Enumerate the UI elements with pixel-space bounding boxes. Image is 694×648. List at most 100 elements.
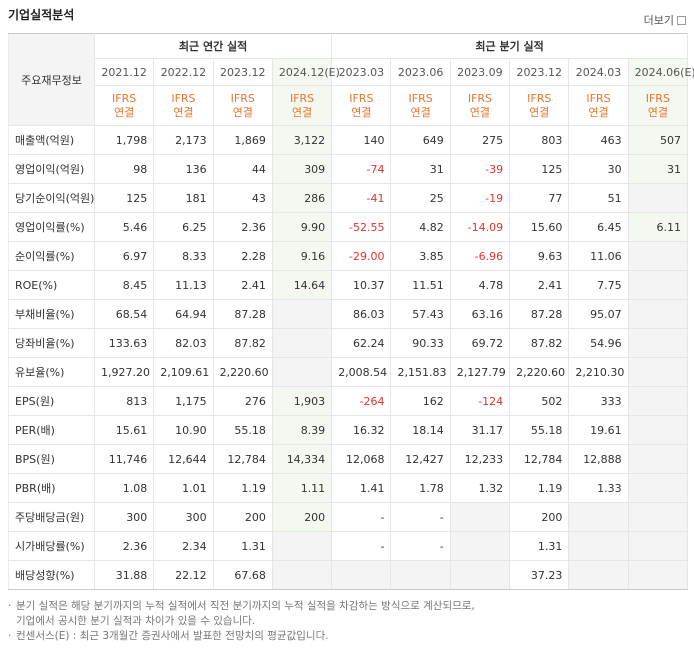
header-row: 주요재무정보 최근 연간 실적 최근 분기 실적 bbox=[8, 33, 688, 126]
value-cell: 67.68 bbox=[212, 560, 273, 590]
scope: 연결 bbox=[588, 105, 609, 119]
scope: 연결 bbox=[291, 105, 313, 119]
empty-cell bbox=[449, 531, 511, 561]
value-cell: 1.31 bbox=[509, 531, 570, 561]
value-cell: 2,210.30 bbox=[568, 357, 629, 387]
value-cell: -19 bbox=[449, 183, 511, 213]
value-cell: 463 bbox=[568, 125, 629, 155]
value-cell: 1,903 bbox=[271, 386, 333, 416]
value-cell: 31.88 bbox=[93, 560, 155, 590]
empty-cell bbox=[331, 560, 392, 590]
empty-cell bbox=[449, 502, 511, 532]
value-cell: 3.85 bbox=[390, 241, 451, 271]
value-cell: 6.11 bbox=[627, 212, 689, 242]
value-cell: 803 bbox=[509, 125, 570, 155]
header-row: IFRS 연결 IFRS 연결 IFRS 연결 IFRS 연결 IFRS 연결 IFRS 연결 IFRS… bbox=[9, 85, 689, 126]
value-cell: 98 bbox=[93, 154, 155, 184]
value-cell: 19.61 bbox=[568, 415, 629, 445]
empty-cell bbox=[627, 299, 689, 329]
value-cell: 181 bbox=[153, 183, 214, 213]
value-cell: 2.28 bbox=[212, 241, 273, 271]
data-row: EPS(원) 813 1,175 276 1,903 -264 162 -124 502 333 bbox=[8, 386, 689, 416]
note: 분기 실적은 해당 분기까지의 누적 실적에서 직전 분기까지의 누적 실적을 … bbox=[8, 599, 688, 629]
value-cell: 2,151.83 bbox=[390, 357, 451, 387]
scope: 연결 bbox=[410, 105, 431, 119]
value-cell: 1.78 bbox=[390, 473, 451, 503]
standard-header: IFRS 연결 bbox=[271, 85, 333, 126]
note-line: 분기 실적은 해당 분기까지의 누적 실적에서 직전 분기까지의 누적 실적을 … bbox=[16, 600, 475, 612]
value-cell: 14,334 bbox=[271, 444, 333, 474]
value-cell: 37.23 bbox=[509, 560, 570, 590]
value-cell: -124 bbox=[449, 386, 511, 416]
value-cell: 90.33 bbox=[390, 328, 451, 358]
value-cell: 136 bbox=[153, 154, 214, 184]
empty-cell bbox=[271, 560, 333, 590]
value-cell: 10.37 bbox=[331, 270, 392, 300]
data-row: 당기순이익(억원) 125 181 43 286 -41 25 -19 77 51 bbox=[8, 183, 689, 213]
value-cell: 95.07 bbox=[568, 299, 629, 329]
value-cell: 1.31 bbox=[212, 531, 273, 561]
value-cell: 31 bbox=[627, 154, 689, 184]
data-row: PER(배) 15.61 10.90 55.18 8.39 16.32 18.14 31.17… bbox=[8, 415, 689, 445]
empty-cell bbox=[271, 299, 333, 329]
empty-cell bbox=[627, 560, 689, 590]
value-cell: 6.45 bbox=[568, 212, 629, 242]
row-label: 영업이익률(%) bbox=[8, 212, 95, 242]
standard-header: IFRS 연결 bbox=[449, 85, 511, 126]
value-cell: 57.43 bbox=[390, 299, 451, 329]
value-cell: 2.36 bbox=[93, 531, 155, 561]
value-cell: 82.03 bbox=[153, 328, 214, 358]
value-cell: 62.24 bbox=[331, 328, 392, 358]
data-row: ROE(%) 8.45 11.13 2.41 14.64 10.37 11.51 4.78 2.… bbox=[8, 270, 689, 300]
data-row: 부채비율(%) 68.54 64.94 87.28 86.03 57.43 63.16 87.… bbox=[8, 299, 689, 329]
value-cell: 3,122 bbox=[271, 125, 333, 155]
scope: 연결 bbox=[351, 105, 372, 119]
value-cell: 68.54 bbox=[93, 299, 155, 329]
value-cell: 25 bbox=[390, 183, 451, 213]
value-cell: 44 bbox=[212, 154, 273, 184]
value-cell: - bbox=[390, 502, 451, 532]
value-cell: 30 bbox=[568, 154, 629, 184]
value-cell: 16.32 bbox=[331, 415, 392, 445]
period-header: 2023.12 bbox=[212, 58, 273, 86]
value-cell: 1.33 bbox=[568, 473, 629, 503]
value-cell: 1,798 bbox=[93, 125, 155, 155]
value-cell: 12,233 bbox=[449, 444, 511, 474]
empty-cell bbox=[568, 502, 629, 532]
value-cell: 11.13 bbox=[153, 270, 214, 300]
value-cell: 1.19 bbox=[509, 473, 570, 503]
empty-cell bbox=[271, 328, 333, 358]
value-cell: 1.41 bbox=[331, 473, 392, 503]
value-cell: 200 bbox=[509, 502, 570, 532]
value-cell: -52.55 bbox=[331, 212, 392, 242]
empty-cell bbox=[568, 531, 629, 561]
row-label: 영업이익(억원) bbox=[8, 154, 95, 184]
value-cell: -39 bbox=[449, 154, 511, 184]
data-row: BPS(원) 11,746 12,644 12,784 14,334 12,068 12,4… bbox=[8, 444, 689, 474]
standard-header: IFRS 연결 bbox=[212, 85, 273, 126]
value-cell: 9.16 bbox=[271, 241, 333, 271]
more-link[interactable]: 더보기 bbox=[644, 12, 686, 28]
value-cell: 200 bbox=[271, 502, 333, 532]
value-cell: 31.17 bbox=[449, 415, 511, 445]
value-cell: 200 bbox=[212, 502, 273, 532]
value-cell: -74 bbox=[331, 154, 392, 184]
value-cell: 22.12 bbox=[153, 560, 214, 590]
period-header: 2024.03 bbox=[568, 58, 629, 86]
value-cell: 54.96 bbox=[568, 328, 629, 358]
standard: IFRS bbox=[171, 91, 196, 105]
note-line: 기업에서 공시한 분기 실적과 차이가 있을 수 있습니다. bbox=[16, 615, 256, 627]
value-cell: 2,008.54 bbox=[331, 357, 392, 387]
data-row: 주당배당금(원) 300 300 200 200- -200 bbox=[8, 502, 689, 532]
value-cell: 87.82 bbox=[212, 328, 273, 358]
data-row: 유보율(%) 1,927.20 2,109.61 2,220.60 2,008.54 2,… bbox=[8, 357, 689, 387]
value-cell: 507 bbox=[627, 125, 689, 155]
row-label: 주당배당금(원) bbox=[8, 502, 95, 532]
empty-cell bbox=[271, 531, 333, 561]
value-cell: 6.25 bbox=[153, 212, 214, 242]
financial-table: 주요재무정보 최근 연간 실적 최근 분기 실적 2021.12 2022.12 2023… bbox=[8, 33, 694, 590]
value-cell: 2.36 bbox=[212, 212, 273, 242]
period-header: 2024.06(E) bbox=[627, 58, 694, 86]
row-label: PBR(배) bbox=[8, 473, 95, 503]
